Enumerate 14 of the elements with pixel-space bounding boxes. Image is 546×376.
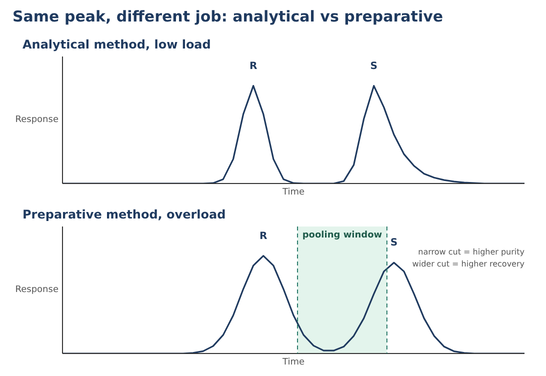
text: R [260, 230, 268, 242]
text: R [249, 60, 258, 72]
x-axis-title: Time [281, 188, 305, 198]
chart-title: Preparative method, overload [22, 208, 226, 222]
chart-subtitle: Analytical method, low load [22, 38, 211, 52]
x-axis-title: Time [281, 358, 305, 368]
annotation: wider cut = higher recovery [412, 260, 525, 268]
text: S [390, 238, 398, 249]
chart-title: Same peak, different job: analytical vs preparative [12, 8, 444, 26]
annotation: narrow cut = higher purity [418, 248, 525, 256]
text: pooling window [302, 230, 382, 240]
y-axis-title: Response [15, 285, 59, 295]
text: S [370, 60, 378, 72]
y-axis-title: Response [15, 115, 59, 125]
